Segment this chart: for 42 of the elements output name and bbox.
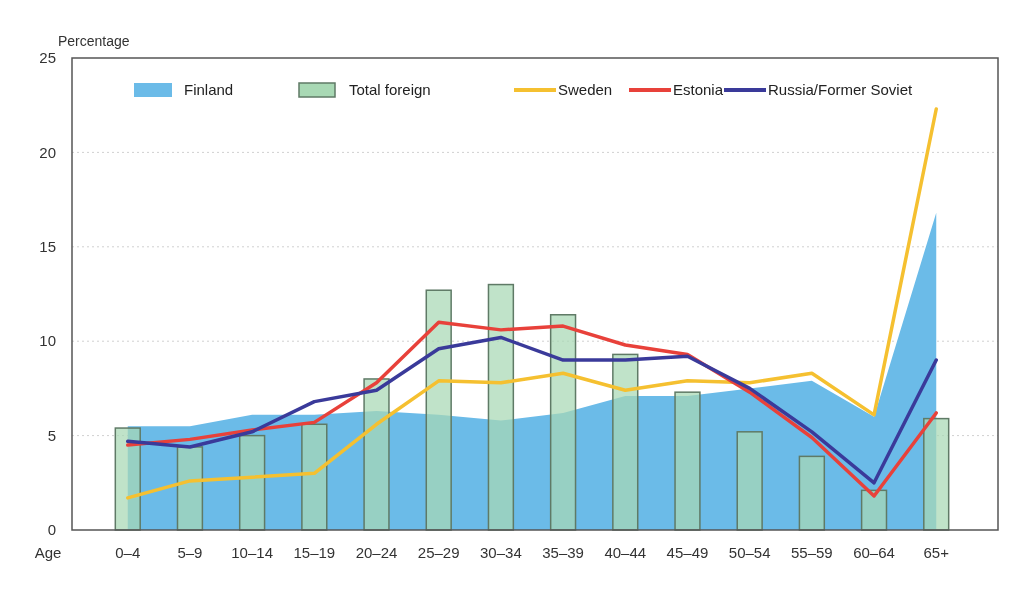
x-tick-label: 30–34 — [480, 544, 522, 561]
bar — [487, 283, 515, 531]
bar — [238, 434, 266, 531]
x-tick-label: 35–39 — [542, 544, 584, 561]
line-series — [126, 335, 938, 485]
x-axis-title: Age — [34, 544, 62, 561]
y-tick-label: 5 — [47, 426, 56, 444]
y-axis-title: Percentage — [58, 33, 130, 49]
x-tick-label: 0–4 — [115, 544, 141, 561]
x-tick-label: 25–29 — [417, 544, 460, 561]
bar — [114, 427, 141, 531]
legend-label: Finland — [184, 81, 234, 99]
bar — [363, 378, 390, 531]
bar — [612, 353, 639, 531]
bar — [301, 423, 328, 531]
x-tick-label: 60–64 — [853, 544, 895, 561]
x-tick-label: 65+ — [923, 544, 950, 561]
bar — [674, 391, 701, 531]
bar — [549, 314, 577, 531]
x-tick-label: 40–44 — [604, 544, 647, 561]
x-tick-label: 5–9 — [177, 544, 203, 561]
legend-label: Estonia — [673, 81, 724, 99]
legend-label: Russia/Former Soviet — [768, 81, 914, 99]
y-tick-label: 0 — [47, 521, 56, 539]
y-tick-label: 25 — [39, 49, 56, 67]
line-series — [126, 107, 938, 500]
bar — [798, 455, 826, 531]
bar — [176, 446, 204, 531]
x-tick-label: 45–49 — [666, 544, 709, 561]
x-tick-label: 20–24 — [355, 544, 398, 561]
legend-label: Total foreign — [349, 81, 431, 99]
x-tick-label: 50–54 — [728, 544, 771, 561]
y-tick-label: 10 — [39, 332, 56, 350]
y-tick-label: 20 — [39, 143, 56, 161]
x-tick-label: 15–19 — [293, 544, 336, 561]
bar — [923, 417, 950, 531]
x-tick-label: 55–59 — [791, 544, 833, 561]
bar — [736, 431, 763, 531]
bar — [425, 289, 452, 531]
legend-label: Sweden — [558, 81, 613, 99]
x-tick-label: 10–14 — [231, 544, 273, 561]
y-tick-label: 15 — [39, 238, 56, 256]
